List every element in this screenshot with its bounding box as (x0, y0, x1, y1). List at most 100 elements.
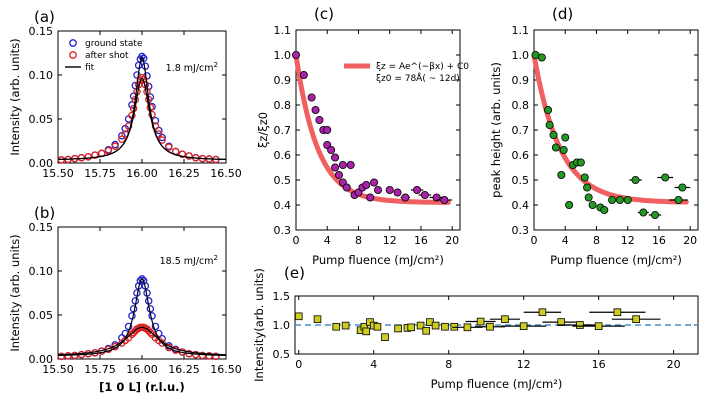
data-point (370, 178, 379, 187)
y-axis-label: Intensity (arb. units) (8, 234, 22, 351)
data-point (323, 126, 332, 135)
y-axis-label: peak height (arb. units) (489, 62, 503, 198)
data-point (549, 130, 558, 139)
y-tick-label: 0.5 (512, 174, 530, 187)
data-point (294, 312, 303, 321)
after-shot-point (146, 328, 155, 337)
y-tick-label: 0.5 (273, 348, 291, 361)
data-point (661, 173, 670, 182)
x-tick-label: 12 (383, 234, 397, 247)
data-point (545, 121, 554, 130)
x-axis-label: Pump fluence (mJ/cm²) (312, 253, 444, 267)
data-point (307, 93, 316, 102)
panel-e: 0 4 8 12 16 20 0.5 1.0 1.5 (e) Intensity(arb. unit… (252, 264, 699, 391)
x-tick-label: 16.50 (210, 363, 242, 376)
y-tick-label: 0.6 (512, 149, 530, 162)
after-shot-point (212, 352, 220, 361)
y-tick-label: 0.15 (29, 25, 54, 38)
ground-state-point (138, 52, 146, 61)
data-point (519, 322, 528, 330)
x-tick-label: 0 (293, 234, 300, 247)
x-tick-label: 4 (324, 234, 331, 247)
y-tick-label: 0.10 (29, 265, 54, 278)
data-point (588, 200, 597, 209)
x-axis-label: Pump fluence (mJ/cm²) (550, 253, 682, 267)
data-point (608, 195, 617, 204)
y-tick-label: 0.4 (274, 199, 292, 212)
y-tick-label: 1.0 (273, 319, 291, 332)
x-tick-label: 16.25 (168, 363, 200, 376)
after-shot-point (138, 73, 146, 82)
x-tick-label: 8 (445, 358, 452, 371)
x-tick-label: 16 (414, 234, 428, 247)
data-point (440, 195, 449, 204)
data-point (432, 193, 441, 202)
y-tick-label: 0.3 (512, 224, 530, 237)
x-tick-label: 12 (621, 234, 635, 247)
legend-marker-after (69, 51, 77, 59)
x-tick-label: 0 (295, 358, 302, 371)
after-shot-point (158, 136, 166, 144)
x-tick-label: 8 (355, 234, 362, 247)
ground-state-point (124, 322, 133, 331)
data-point (332, 322, 341, 331)
data-point (576, 158, 585, 167)
data-point (613, 308, 622, 317)
data-point (381, 333, 389, 341)
data-point (615, 195, 624, 204)
data-point (551, 143, 560, 152)
data-point (420, 190, 429, 199)
y-axis-label: ξz/ξz0 (256, 112, 270, 148)
x-tick-label: 0 (531, 234, 538, 247)
y-tick-label: 0.5 (274, 174, 292, 187)
data-point (315, 116, 324, 125)
legend-fit: fit (85, 63, 95, 73)
y-tick-label: 0.7 (274, 124, 292, 137)
ground-state-point (151, 322, 160, 331)
after-shot-point (84, 153, 92, 161)
x-tick-label: 20 (445, 234, 459, 247)
x-tick-label: 16.25 (168, 167, 200, 180)
x-axis-label: [1 0 L] (r.l.u.) (99, 380, 185, 394)
data-point (373, 185, 382, 194)
data-point (594, 322, 603, 330)
axes-frame (57, 226, 227, 360)
data-point (331, 163, 340, 172)
x-tick-label: 15.50 (42, 363, 74, 376)
x-tick-label: 20 (667, 358, 681, 371)
data-point (639, 208, 648, 217)
data-point (373, 322, 382, 331)
panel-label: (e) (284, 264, 305, 282)
legend-after-shot: after shot (85, 51, 129, 61)
data-point (486, 322, 494, 331)
data-point (441, 322, 449, 331)
data-point (678, 183, 687, 192)
legend-equation: ξz = Ae^(−βx) + C0 (376, 62, 469, 72)
legend-xi-z0: ξz0 = 78Å( ~ 12d) (376, 72, 460, 84)
data-point (327, 145, 336, 154)
panel-label: (a) (34, 8, 55, 26)
y-tick-label: 1.5 (273, 290, 291, 303)
after-shot-point (91, 151, 99, 159)
after-shot-point (165, 143, 173, 151)
x-tick-label: 15.75 (84, 363, 116, 376)
data-point (463, 323, 472, 332)
data-point (342, 183, 351, 192)
x-tick-label: 16 (592, 358, 606, 371)
after-shot-point (185, 152, 193, 160)
y-tick-label: 0.4 (512, 199, 530, 212)
panel-label: (b) (34, 204, 55, 222)
data-point (401, 193, 410, 202)
data-point (476, 317, 485, 326)
data-point (362, 180, 371, 189)
data-point (334, 170, 343, 179)
after-shot-point (118, 135, 126, 143)
x-tick-label: 16.50 (210, 167, 242, 180)
x-tick-label: 4 (370, 358, 377, 371)
y-axis-label: Intensity (arb. units) (8, 38, 22, 155)
y-tick-label: 0.9 (512, 74, 530, 87)
fluence-annotation: 1.8 mJ/cm2 (166, 61, 218, 74)
data-point (331, 153, 340, 162)
ground-state-point (138, 275, 146, 283)
y-axis-label: Intensity(arb. units) (252, 268, 266, 382)
